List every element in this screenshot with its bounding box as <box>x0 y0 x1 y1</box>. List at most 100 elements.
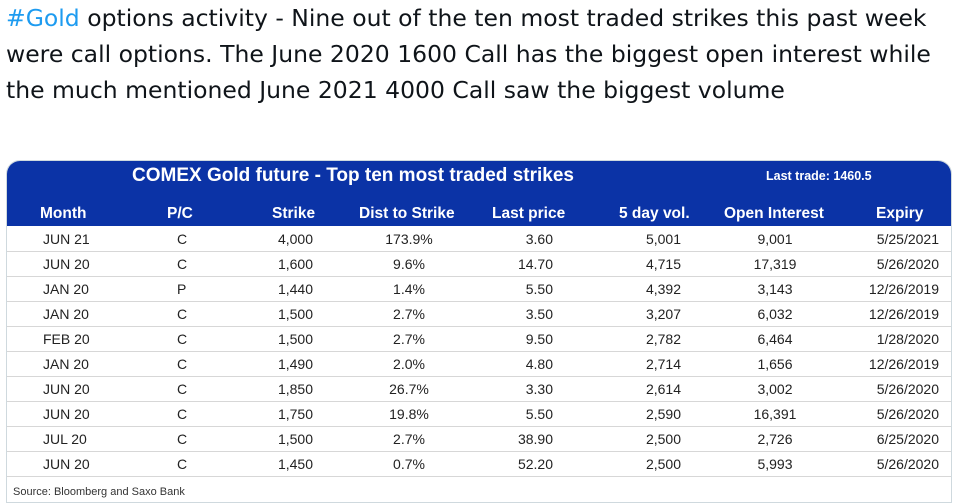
cell-5day-vol: 2,500 <box>645 431 681 447</box>
cell-pc: C <box>177 356 188 372</box>
cell-open-interest: 5,993 <box>757 456 793 472</box>
header-last-price: Last price <box>492 205 566 222</box>
table-row: JUN 20 C 1,450 0.7% 52.20 2,500 5,993 5/26/2020 <box>7 451 951 477</box>
cell-dist: 2.0% <box>393 356 425 372</box>
cell-last-price: 9.50 <box>525 331 553 347</box>
cell-strike: 1,450 <box>277 456 313 472</box>
table-title: COMEX Gold future - Top ten most traded … <box>132 165 574 186</box>
cell-month: JUN 20 <box>43 256 90 272</box>
cell-dist: 2.7% <box>393 306 425 322</box>
cell-strike: 1,750 <box>277 406 313 422</box>
cell-open-interest: 1,656 <box>757 356 793 372</box>
cell-dist: 19.8% <box>389 406 429 422</box>
cell-5day-vol: 2,714 <box>645 356 681 372</box>
cell-5day-vol: 5,001 <box>645 231 681 247</box>
table-row: JUN 20 C 1,600 9.6% 14.70 4,715 17,319 5/26/202… <box>7 251 951 277</box>
cell-last-price: 38.90 <box>517 431 553 447</box>
cell-pc: C <box>177 431 188 447</box>
cell-month: JAN 20 <box>43 306 89 322</box>
table-row: JUN 20 C 1,850 26.7% 3.30 2,614 3,002 5/26/2020 <box>7 376 951 402</box>
cell-month: JUN 20 <box>43 381 90 397</box>
cell-dist: 9.6% <box>393 256 425 272</box>
cell-dist: 2.7% <box>393 431 425 447</box>
cell-last-price: 3.30 <box>525 381 553 397</box>
table-row: JAN 20 P 1,440 1.4% 5.50 4,392 3,143 12/26/2019 <box>7 276 951 302</box>
cell-dist: 26.7% <box>389 381 429 397</box>
cell-expiry: 5/26/2020 <box>876 456 939 472</box>
cell-dist: 2.7% <box>393 331 425 347</box>
cell-open-interest: 17,319 <box>753 256 797 272</box>
header-strike: Strike <box>272 205 316 222</box>
cell-open-interest: 16,391 <box>753 406 797 422</box>
cell-month: JAN 20 <box>43 281 89 297</box>
header-month: Month <box>40 205 87 222</box>
cell-pc: C <box>177 406 188 422</box>
table-row: JAN 20 C 1,490 2.0% 4.80 2,714 1,656 12/26/2019 <box>7 351 951 377</box>
table-row: FEB 20 C 1,500 2.7% 9.50 2,782 6,464 1/28/2020 <box>7 326 951 352</box>
cell-last-price: 52.20 <box>517 456 553 472</box>
table-banner: COMEX Gold future - Top ten most traded … <box>7 161 951 226</box>
cell-expiry: 1/28/2020 <box>876 331 939 347</box>
table-row: JAN 20 C 1,500 2.7% 3.50 3,207 6,032 12/26/2019 <box>7 301 951 327</box>
cell-open-interest: 6,464 <box>757 331 793 347</box>
header-5day-vol: 5 day vol. <box>619 205 690 222</box>
cell-month: JUN 20 <box>43 406 90 422</box>
cell-month: JUN 20 <box>43 456 90 472</box>
cell-expiry: 12/26/2019 <box>868 356 939 372</box>
cell-expiry: 12/26/2019 <box>868 281 939 297</box>
tweet-image-card[interactable]: COMEX Gold future - Top ten most traded … <box>6 160 952 503</box>
cell-strike: 1,600 <box>277 256 313 272</box>
cell-month: JAN 20 <box>43 356 89 372</box>
cell-pc: C <box>177 256 188 272</box>
cell-5day-vol: 4,392 <box>645 281 681 297</box>
cell-5day-vol: 2,614 <box>645 381 681 397</box>
last-trade-label: Last trade: 1460.5 <box>766 169 872 183</box>
cell-last-price: 5.50 <box>525 281 553 297</box>
cell-strike: 1,490 <box>277 356 313 372</box>
tweet-text: #Gold options activity - Nine out of the… <box>6 0 946 108</box>
cell-strike: 1,850 <box>277 381 313 397</box>
cell-open-interest: 3,143 <box>757 281 793 297</box>
cell-month: JUN 21 <box>43 231 90 247</box>
cell-last-price: 3.50 <box>525 306 553 322</box>
source-note: Source: Bloomberg and Saxo Bank <box>13 486 185 498</box>
cell-expiry: 5/26/2020 <box>876 256 939 272</box>
cell-expiry: 5/26/2020 <box>876 406 939 422</box>
cell-strike: 4,000 <box>277 231 313 247</box>
cell-strike: 1,500 <box>277 306 313 322</box>
cell-5day-vol: 4,715 <box>645 256 681 272</box>
cell-open-interest: 6,032 <box>757 306 793 322</box>
header-pc: P/C <box>167 205 193 222</box>
cell-strike: 1,500 <box>277 331 313 347</box>
cell-5day-vol: 2,590 <box>645 406 681 422</box>
table-row: JUN 21 C 4,000 173.9% 3.60 5,001 9,001 5/25/202… <box>7 226 951 252</box>
cell-pc: C <box>177 306 188 322</box>
cell-expiry: 12/26/2019 <box>868 306 939 322</box>
cell-expiry: 5/26/2020 <box>876 381 939 397</box>
hashtag-link[interactable]: #Gold <box>6 4 80 32</box>
cell-pc: C <box>177 331 188 347</box>
cell-dist: 173.9% <box>385 231 433 247</box>
cell-dist: 1.4% <box>393 281 425 297</box>
cell-month: JUL 20 <box>43 431 87 447</box>
cell-5day-vol: 3,207 <box>645 306 681 322</box>
header-open-interest: Open Interest <box>724 205 824 222</box>
cell-dist: 0.7% <box>393 456 425 472</box>
cell-pc: C <box>177 231 188 247</box>
cell-last-price: 3.60 <box>525 231 553 247</box>
tweet-body: options activity - Nine out of the ten m… <box>6 4 931 104</box>
header-dist: Dist to Strike <box>359 205 455 222</box>
header-expiry: Expiry <box>876 205 924 222</box>
cell-5day-vol: 2,782 <box>645 331 681 347</box>
cell-pc: C <box>177 456 188 472</box>
cell-strike: 1,500 <box>277 431 313 447</box>
cell-pc: P <box>177 281 187 297</box>
cell-expiry: 6/25/2020 <box>876 431 939 447</box>
cell-expiry: 5/25/2021 <box>876 231 939 247</box>
options-table: COMEX Gold future - Top ten most traded … <box>7 161 951 477</box>
cell-open-interest: 9,001 <box>757 231 793 247</box>
cell-month: FEB 20 <box>43 331 90 347</box>
table-row: JUN 20 C 1,750 19.8% 5.50 2,590 16,391 5/26/202… <box>7 401 951 427</box>
cell-open-interest: 3,002 <box>757 381 793 397</box>
table-row: JUL 20 C 1,500 2.7% 38.90 2,500 2,726 6/25/2020 <box>7 426 951 452</box>
